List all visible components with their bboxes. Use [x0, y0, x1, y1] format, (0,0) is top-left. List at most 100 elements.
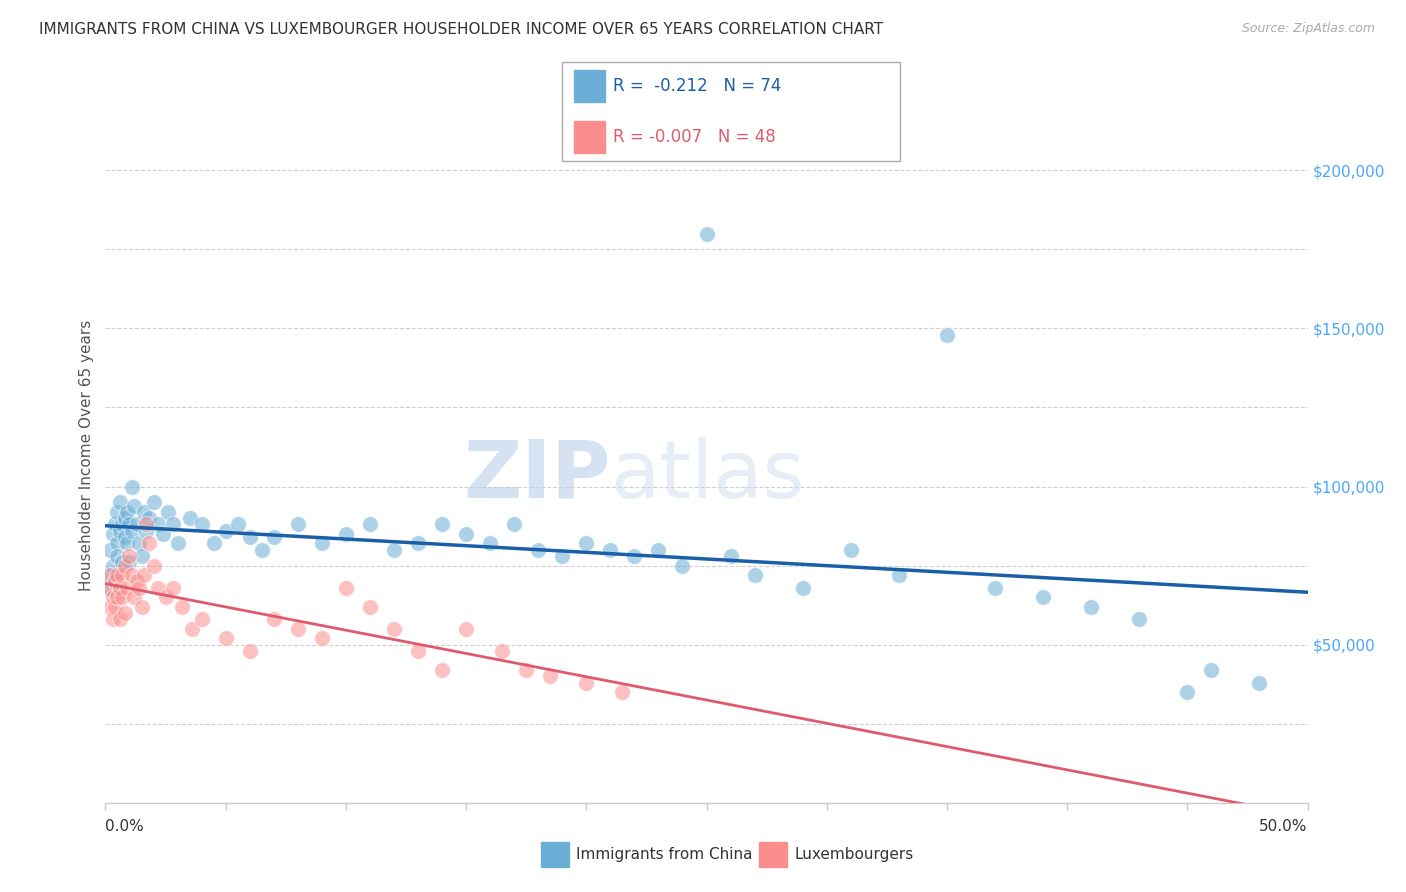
- Point: [121, 479, 143, 493]
- Point: [359, 599, 381, 614]
- Point: [118, 556, 141, 570]
- Point: [107, 591, 129, 605]
- Point: [406, 536, 429, 550]
- Point: [98, 568, 121, 582]
- Point: [181, 622, 204, 636]
- Point: [744, 568, 766, 582]
- Point: [190, 612, 212, 626]
- Point: [172, 599, 194, 614]
- Point: [887, 568, 910, 582]
- Point: [124, 591, 146, 605]
- Point: [125, 517, 148, 532]
- Point: [406, 644, 429, 658]
- Point: [359, 517, 381, 532]
- Point: [111, 568, 134, 582]
- Point: [142, 495, 165, 509]
- Point: [101, 558, 124, 573]
- Point: [647, 542, 669, 557]
- Point: [1080, 599, 1102, 614]
- Point: [226, 517, 249, 532]
- Point: [263, 530, 285, 544]
- Point: [263, 612, 285, 626]
- Point: [250, 542, 273, 557]
- Point: [114, 511, 136, 525]
- Point: [101, 612, 124, 626]
- Point: [121, 568, 143, 582]
- Point: [135, 517, 157, 532]
- Point: [287, 517, 309, 532]
- Point: [612, 685, 634, 699]
- Point: [114, 606, 136, 620]
- Point: [671, 558, 693, 573]
- Point: [114, 558, 136, 573]
- Point: [527, 542, 550, 557]
- Point: [111, 517, 134, 532]
- Point: [131, 599, 153, 614]
- Point: [107, 549, 129, 563]
- Point: [98, 542, 121, 557]
- Point: [382, 622, 405, 636]
- Point: [623, 549, 645, 563]
- Point: [148, 581, 170, 595]
- Point: [156, 505, 179, 519]
- Point: [382, 542, 405, 557]
- Point: [148, 517, 170, 532]
- Point: [118, 549, 141, 563]
- Point: [454, 622, 477, 636]
- Point: [152, 527, 174, 541]
- Point: [107, 536, 129, 550]
- Point: [575, 675, 598, 690]
- Point: [138, 511, 160, 525]
- Point: [491, 644, 513, 658]
- Point: [239, 644, 262, 658]
- Point: [984, 581, 1007, 595]
- Point: [214, 524, 236, 538]
- Point: [720, 549, 742, 563]
- Point: [131, 549, 153, 563]
- Point: [1201, 663, 1223, 677]
- Point: [1128, 612, 1150, 626]
- Point: [430, 663, 453, 677]
- Point: [108, 495, 131, 509]
- Point: [111, 556, 134, 570]
- Point: [503, 517, 526, 532]
- Point: [124, 499, 146, 513]
- Point: [1175, 685, 1198, 699]
- Text: atlas: atlas: [610, 437, 804, 515]
- Point: [138, 536, 160, 550]
- Point: [108, 612, 131, 626]
- Point: [108, 581, 131, 595]
- Point: [287, 622, 309, 636]
- Point: [128, 581, 150, 595]
- Point: [115, 536, 138, 550]
- Text: ZIP: ZIP: [463, 437, 610, 515]
- Point: [132, 568, 155, 582]
- Point: [335, 527, 357, 541]
- Point: [108, 524, 131, 538]
- Point: [107, 568, 129, 582]
- Point: [515, 663, 537, 677]
- Point: [479, 536, 502, 550]
- Point: [575, 536, 598, 550]
- Point: [114, 530, 136, 544]
- Text: Source: ZipAtlas.com: Source: ZipAtlas.com: [1241, 22, 1375, 36]
- Point: [551, 549, 574, 563]
- Point: [107, 505, 129, 519]
- Point: [128, 536, 150, 550]
- Point: [311, 632, 333, 646]
- Point: [118, 517, 141, 532]
- Point: [454, 527, 477, 541]
- Text: 50.0%: 50.0%: [1260, 820, 1308, 834]
- Point: [792, 581, 814, 595]
- Point: [101, 527, 124, 541]
- Point: [936, 327, 959, 342]
- Point: [115, 581, 138, 595]
- Point: [111, 591, 134, 605]
- Point: [104, 574, 127, 589]
- Point: [104, 599, 127, 614]
- Text: 0.0%: 0.0%: [105, 820, 145, 834]
- Text: R = -0.007   N = 48: R = -0.007 N = 48: [613, 128, 776, 146]
- Point: [599, 542, 621, 557]
- Point: [132, 505, 155, 519]
- Point: [162, 517, 184, 532]
